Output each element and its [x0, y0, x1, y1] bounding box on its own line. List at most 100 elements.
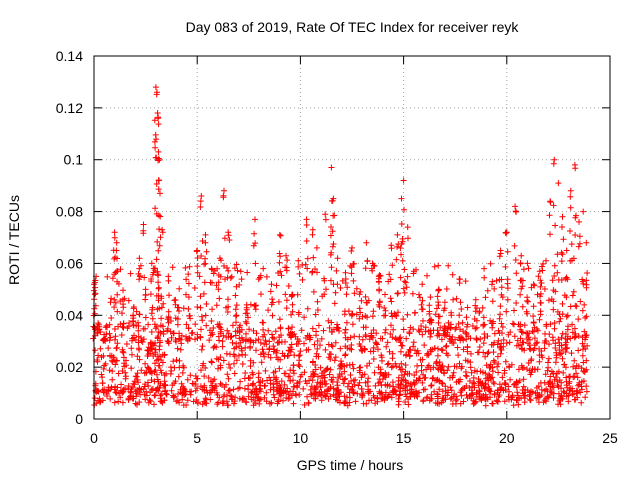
- roti-point: [270, 391, 277, 398]
- roti-point: [573, 370, 580, 377]
- roti-point: [552, 222, 559, 229]
- roti-point: [512, 203, 519, 210]
- roti-point: [168, 387, 175, 394]
- roti-point: [410, 343, 417, 350]
- roti-point: [423, 366, 430, 373]
- roti-point: [482, 353, 489, 360]
- roti-point: [503, 340, 510, 347]
- roti-point: [108, 295, 115, 302]
- roti-point: [427, 319, 433, 326]
- roti-point: [376, 299, 383, 306]
- roti-point: [119, 399, 126, 406]
- roti-point: [564, 312, 571, 319]
- roti-point: [252, 240, 259, 247]
- roti-point: [336, 371, 343, 378]
- roti-point: [315, 353, 322, 360]
- roti-point: [426, 302, 433, 309]
- roti-point: [268, 281, 275, 288]
- roti-point: [567, 387, 574, 394]
- roti-point: [252, 216, 258, 223]
- roti-point: [315, 373, 321, 380]
- roti-point: [329, 228, 336, 235]
- roti-point: [559, 224, 565, 230]
- roti-point: [226, 387, 233, 394]
- roti-point: [398, 221, 405, 227]
- roti-point: [528, 369, 535, 376]
- roti-point: [170, 330, 177, 337]
- roti-point: [388, 322, 394, 329]
- roti-point: [202, 312, 209, 319]
- roti-point: [373, 330, 380, 337]
- roti-point: [225, 333, 232, 340]
- roti-point: [272, 376, 279, 383]
- roti-point: [475, 349, 482, 356]
- roti-point: [435, 286, 442, 293]
- roti-point: [405, 401, 412, 408]
- roti-point: [217, 328, 224, 335]
- roti-point: [536, 352, 543, 359]
- roti-point: [559, 355, 566, 362]
- roti-point: [554, 308, 561, 315]
- roti-point: [558, 249, 565, 256]
- roti-point: [119, 323, 126, 330]
- roti-point: [310, 288, 317, 295]
- roti-point: [283, 297, 290, 304]
- roti-point: [328, 277, 334, 284]
- roti-point: [123, 341, 130, 347]
- roti-point: [518, 362, 525, 369]
- roti-point: [558, 342, 565, 349]
- roti-point: [326, 371, 333, 378]
- roti-point: [314, 393, 321, 400]
- roti-point: [390, 383, 397, 390]
- roti-point: [419, 331, 426, 338]
- roti-point: [251, 302, 258, 309]
- roti-point: [529, 365, 536, 372]
- roti-point: [107, 395, 114, 402]
- roti-point: [184, 376, 191, 383]
- roti-point: [199, 362, 206, 369]
- roti-point: [491, 380, 498, 387]
- roti-point: [155, 272, 162, 279]
- roti-point: [463, 323, 470, 330]
- roti-point: [301, 369, 308, 376]
- roti-point: [384, 339, 391, 346]
- roti-point: [472, 308, 479, 315]
- roti-point: [378, 352, 385, 359]
- y-tick-label: 0.02: [56, 359, 83, 375]
- roti-point: [355, 382, 362, 389]
- roti-point: [531, 335, 538, 342]
- roti-point: [322, 367, 329, 374]
- roti-point: [550, 384, 557, 391]
- roti-point: [258, 359, 265, 366]
- roti-point: [488, 341, 495, 348]
- roti-point: [477, 368, 484, 375]
- roti-point: [562, 349, 569, 355]
- roti-point: [542, 330, 548, 337]
- roti-point: [399, 257, 406, 264]
- roti-point: [560, 388, 567, 395]
- roti-point: [396, 335, 403, 342]
- roti-point: [554, 269, 561, 276]
- roti-point: [350, 277, 357, 284]
- roti-point: [249, 369, 256, 376]
- roti-point: [245, 314, 251, 321]
- roti-point: [145, 364, 152, 371]
- roti-point: [269, 296, 276, 303]
- roti-point: [91, 291, 98, 298]
- roti-point: [133, 373, 140, 380]
- roti-point: [375, 273, 382, 280]
- roti-point: [271, 335, 278, 342]
- roti-point: [245, 386, 252, 393]
- roti-point: [119, 346, 126, 353]
- roti-point: [480, 314, 487, 321]
- roti-point: [253, 385, 260, 392]
- roti-point: [520, 383, 527, 390]
- roti-point: [551, 320, 558, 326]
- roti-point: [533, 384, 540, 391]
- roti-point: [396, 384, 402, 391]
- roti-point: [510, 402, 517, 409]
- roti-point: [312, 311, 319, 318]
- roti-point: [413, 369, 420, 375]
- roti-point: [464, 304, 471, 311]
- roti-point: [337, 285, 344, 291]
